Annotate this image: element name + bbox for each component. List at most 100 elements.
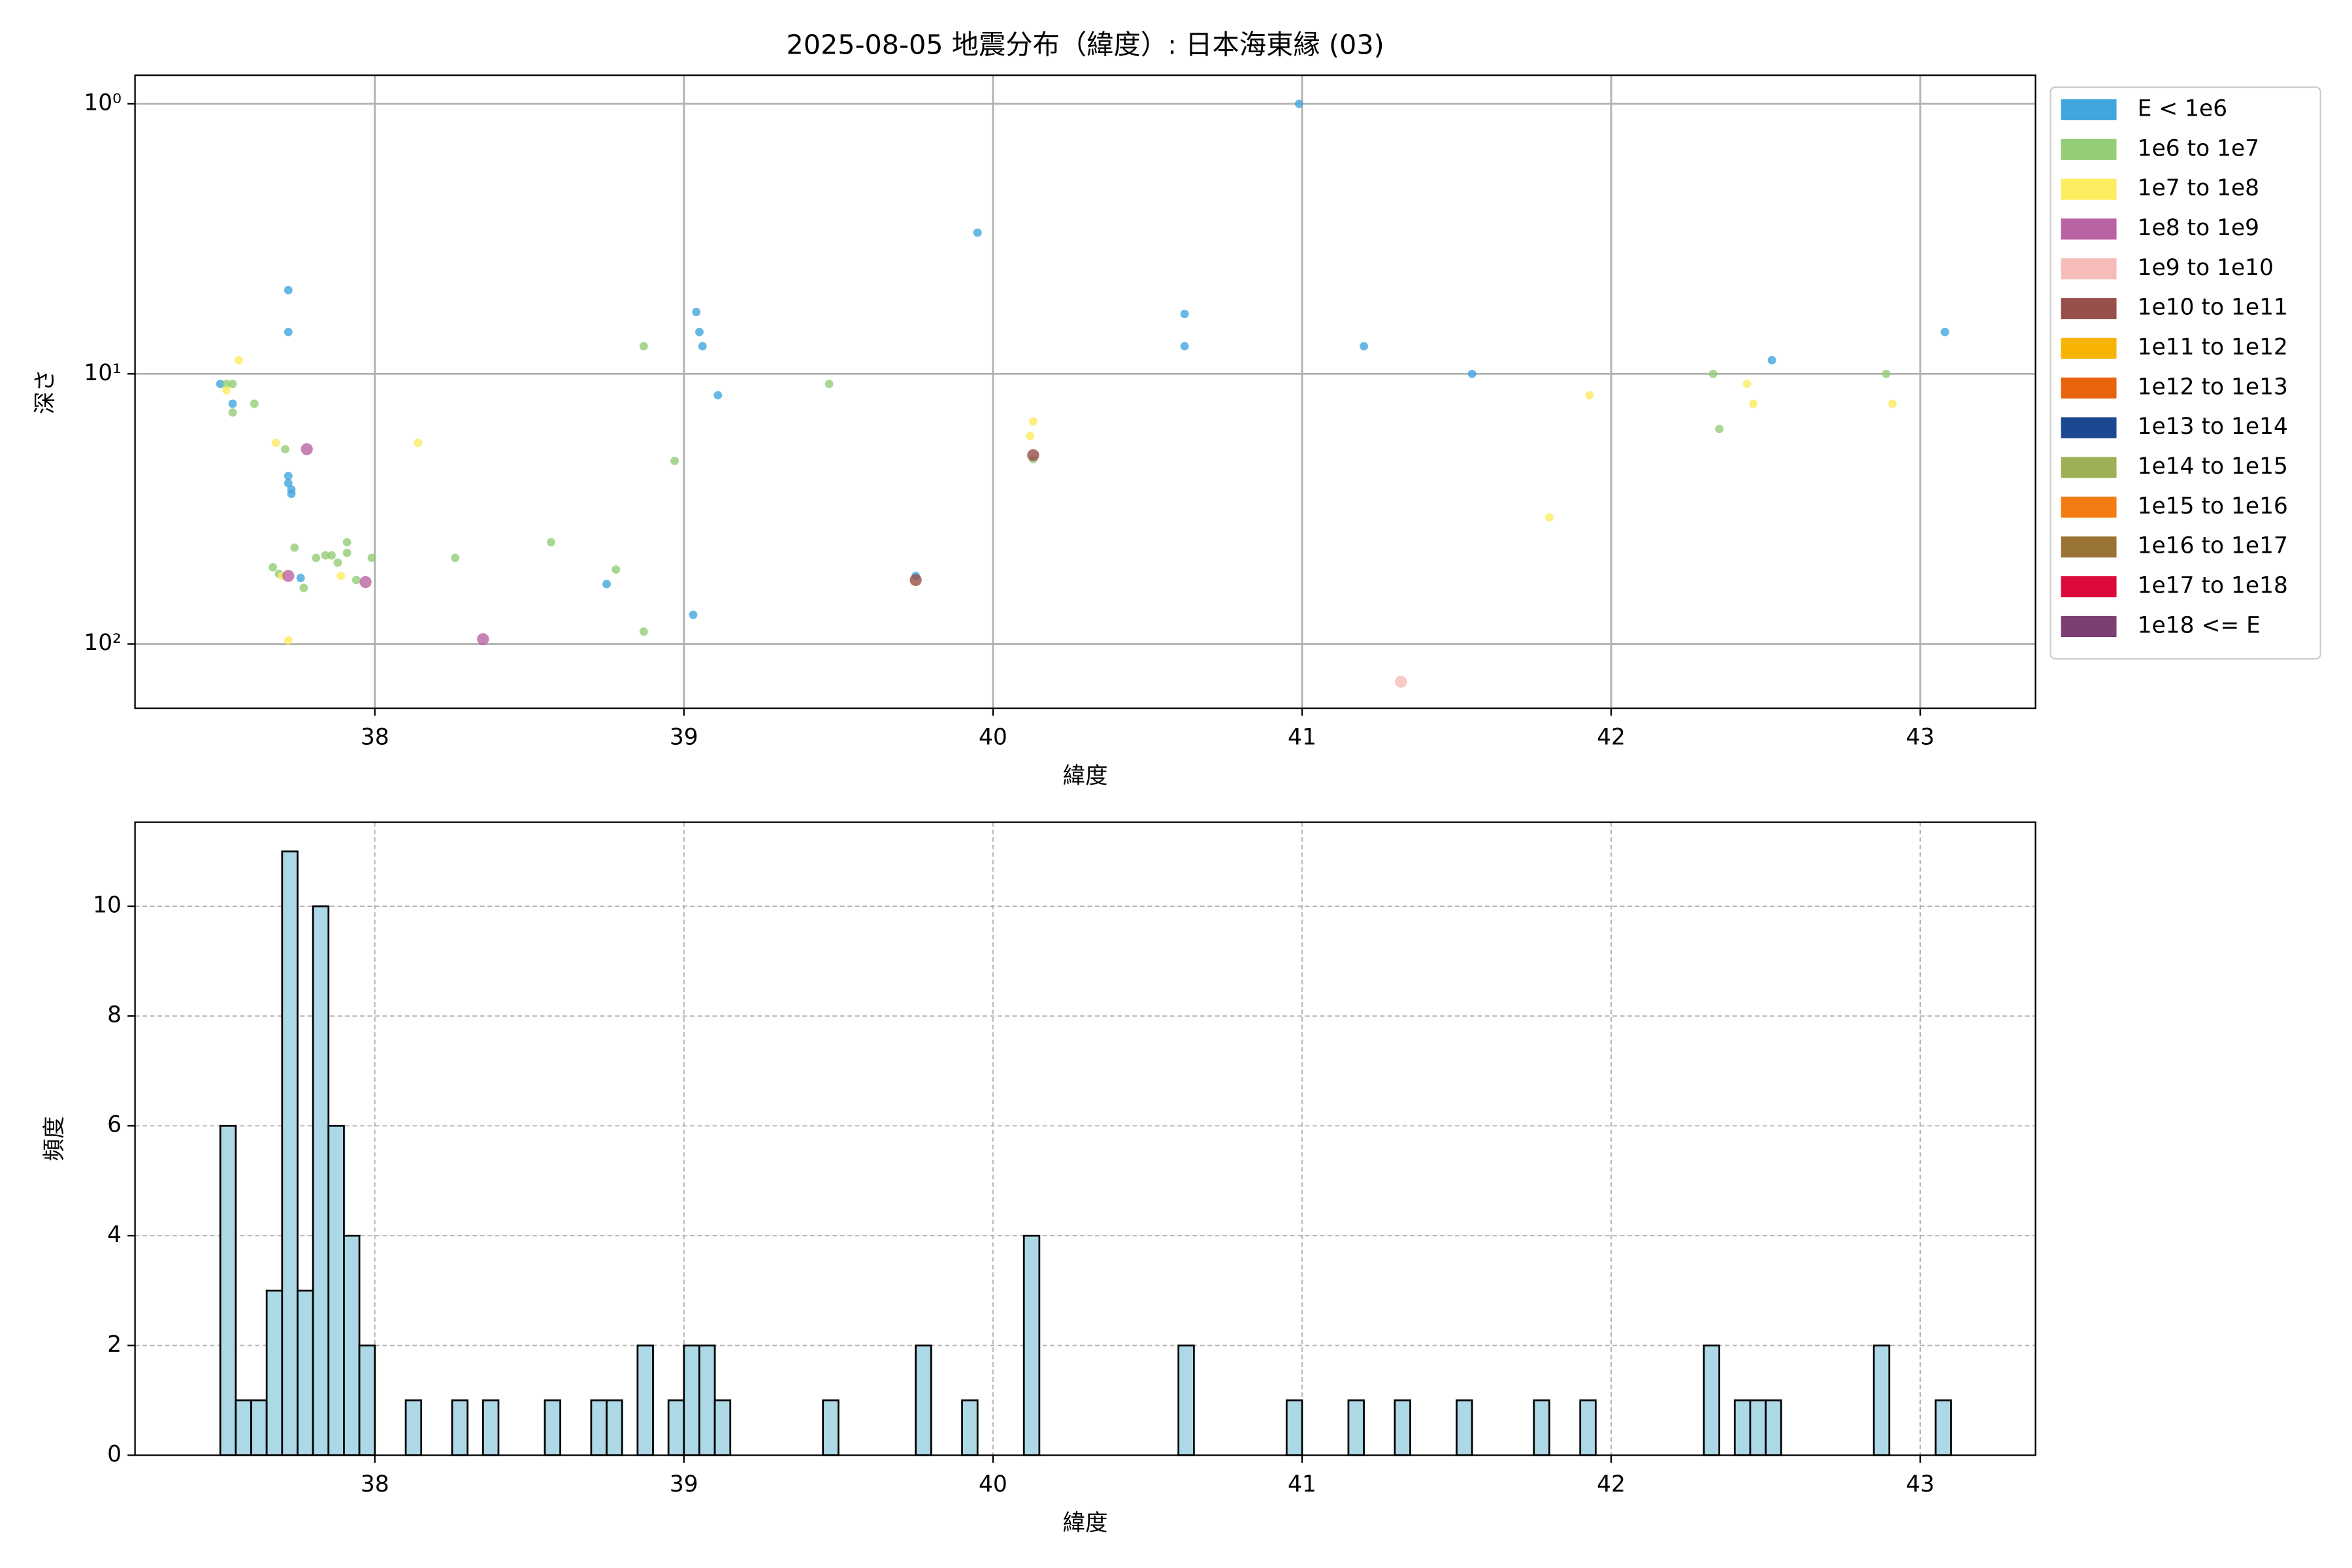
y-tick-label: 10 (93, 892, 122, 919)
y-tick-label: 10¹ (84, 360, 122, 386)
y-tick-label: 2 (107, 1331, 122, 1358)
data-point (1882, 369, 1891, 378)
x-tick-label: 40 (979, 724, 1007, 750)
data-point (367, 553, 376, 563)
legend-label: 1e11 to 1e12 (2138, 335, 2288, 361)
histogram-bar (822, 1399, 840, 1456)
y-tick-label: 10⁰ (84, 90, 122, 116)
histogram-bar (1394, 1399, 1411, 1456)
legend-swatch (2061, 576, 2117, 598)
legend-swatch (2061, 178, 2117, 200)
histogram-bar (1177, 1344, 1195, 1456)
data-point (692, 308, 701, 316)
legend-label: 1e15 to 1e16 (2138, 493, 2288, 519)
data-point (281, 445, 289, 453)
legend-swatch (2061, 218, 2117, 240)
histogram-bar (358, 1344, 376, 1456)
data-point (228, 380, 237, 389)
data-point (235, 355, 244, 365)
histogram-bar (250, 1399, 268, 1456)
data-point (1708, 369, 1718, 378)
histogram-bar (961, 1399, 979, 1456)
plot-frame (134, 821, 2036, 1456)
legend-label: 1e6 to 1e7 (2138, 135, 2259, 161)
y-tick-label: 8 (107, 1002, 122, 1028)
data-point (1544, 513, 1554, 522)
y-tick-label: 4 (107, 1222, 122, 1248)
histogram-bar (235, 1399, 252, 1456)
legend-swatch (2061, 536, 2117, 558)
data-point (1294, 99, 1303, 108)
legend-label: 1e10 to 1e11 (2138, 295, 2288, 321)
data-point (342, 548, 351, 557)
data-point (333, 558, 342, 567)
legend-label: 1e9 to 1e10 (2138, 255, 2274, 281)
data-point (216, 380, 225, 389)
data-point (1888, 399, 1897, 408)
data-point (222, 380, 231, 389)
x-tick-label: 38 (361, 1471, 389, 1497)
histogram-bar (1765, 1399, 1782, 1456)
legend-swatch (2061, 258, 2117, 280)
data-point (670, 457, 679, 465)
histogram-bar (544, 1399, 561, 1456)
y-tick-label: 10² (84, 630, 122, 656)
x-axis-label: 緯度 (1063, 763, 1108, 789)
data-point (321, 551, 330, 560)
legend-label: 1e7 to 1e8 (2138, 175, 2259, 201)
data-point (284, 479, 293, 488)
data-point (327, 551, 336, 560)
legend-swatch (2061, 99, 2117, 121)
legend-label: 1e14 to 1e15 (2138, 453, 2288, 480)
legend-swatch (2061, 615, 2117, 637)
legend-label: E < 1e6 (2138, 95, 2227, 122)
legend-label: 1e8 to 1e9 (2138, 215, 2259, 241)
x-tick-label: 42 (1597, 724, 1625, 750)
histogram-bar (1533, 1399, 1550, 1456)
x-tick-label: 41 (1288, 724, 1316, 750)
data-point (287, 489, 296, 498)
data-point (1767, 355, 1776, 365)
data-point (351, 576, 361, 585)
histogram-bar (1022, 1234, 1041, 1456)
chart-title: 2025-08-05 地震分布（緯度）: 日本海東縁 (03) (786, 29, 1384, 61)
y-axis-label: 頻度 (41, 1117, 67, 1162)
data-point (312, 553, 321, 563)
data-point (296, 574, 305, 583)
data-point (1395, 676, 1407, 688)
x-tick-label: 42 (1597, 1471, 1625, 1497)
data-point (639, 627, 648, 636)
histogram-bar (1347, 1399, 1365, 1456)
data-point (451, 553, 460, 563)
data-point (1749, 399, 1758, 408)
data-point (271, 438, 280, 448)
histogram-bar (1285, 1399, 1303, 1456)
legend-label: 1e16 to 1e17 (2138, 533, 2288, 559)
data-point (477, 633, 489, 645)
x-tick-label: 43 (1906, 724, 1935, 750)
data-point (1180, 342, 1189, 351)
histogram-bar (667, 1399, 685, 1456)
histogram-bar (281, 850, 299, 1456)
data-point (546, 538, 555, 547)
data-point (250, 399, 259, 408)
histogram-bar (1703, 1344, 1720, 1456)
data-point (228, 408, 237, 417)
data-point (290, 543, 299, 552)
histogram-bar (219, 1124, 237, 1456)
data-point (698, 342, 707, 351)
histogram-bar (606, 1399, 623, 1456)
histogram-bar (327, 1124, 345, 1456)
y-axis-label: 深さ (33, 369, 59, 414)
histogram-bar (698, 1344, 716, 1456)
histogram-bar (482, 1399, 500, 1456)
histogram-bar (343, 1234, 361, 1456)
legend-label: 1e12 to 1e13 (2138, 374, 2288, 400)
x-tick-label: 43 (1906, 1471, 1935, 1497)
histogram-bar (1579, 1399, 1597, 1456)
data-point (1940, 327, 1950, 336)
legend-swatch (2061, 377, 2117, 399)
data-point (639, 342, 648, 351)
data-point (1742, 380, 1752, 389)
